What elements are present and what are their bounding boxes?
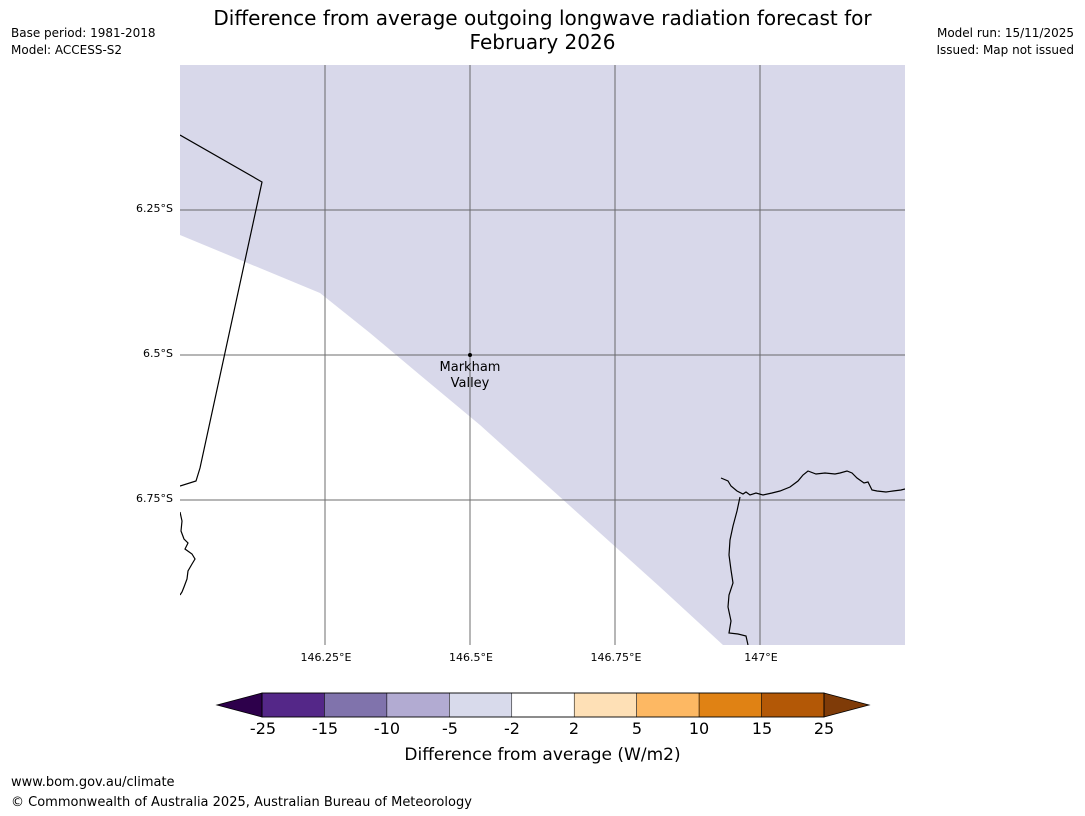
model-run-text: Model run: 15/11/2025 bbox=[936, 26, 1074, 40]
base-period-text: Base period: 1981-2018 bbox=[11, 26, 156, 40]
lat-label-6-5: 6.5°S bbox=[143, 347, 173, 360]
river-line bbox=[727, 496, 749, 645]
colorbar-over-arrow bbox=[823, 692, 871, 718]
lon-label-147: 147°E bbox=[744, 651, 778, 664]
colorbar-under-arrow bbox=[215, 692, 263, 718]
place-label-markham-valley: Markham Valley bbox=[415, 360, 525, 392]
colorbar-bin-4 bbox=[511, 692, 575, 718]
colorbar-bin-2 bbox=[386, 692, 450, 718]
title-line-2: February 2026 bbox=[469, 30, 616, 54]
place-name-line-1: Markham bbox=[439, 360, 501, 375]
colorbar-tick-15: 15 bbox=[751, 719, 773, 738]
colorbar-frame bbox=[261, 692, 825, 718]
colorbar-tick-5: 5 bbox=[631, 719, 643, 738]
coastlines bbox=[180, 134, 905, 645]
lon-label-146-25: 146.25°E bbox=[300, 651, 352, 664]
colorbar-bin-5 bbox=[573, 692, 637, 718]
footer-url: www.bom.gov.au/climate bbox=[11, 775, 175, 790]
issued-text: Issued: Map not issued bbox=[936, 43, 1074, 57]
header-right: Model run: 15/11/2025 Issued: Map not is… bbox=[936, 25, 1074, 59]
colorbar-tick-10: 10 bbox=[688, 719, 710, 738]
lat-label-6-75: 6.75°S bbox=[136, 492, 173, 505]
colorbar-title: Difference from average (W/m2) bbox=[404, 745, 681, 765]
colorbar-tick-minus-2: -2 bbox=[504, 719, 520, 738]
header-left: Base period: 1981-2018 Model: ACCESS-S2 bbox=[11, 25, 156, 59]
colorbar-bin-8 bbox=[761, 692, 825, 718]
place-name-line-2: Valley bbox=[450, 376, 490, 391]
coastline-west bbox=[180, 511, 196, 596]
model-text: Model: ACCESS-S2 bbox=[11, 43, 123, 57]
colorbar-bin-1 bbox=[324, 692, 388, 718]
coastline-east bbox=[720, 470, 905, 496]
footer-copyright: © Commonwealth of Australia 2025, Austra… bbox=[11, 795, 472, 810]
colorbar bbox=[215, 692, 871, 718]
colorbar-tick-minus-25: -25 bbox=[249, 719, 277, 738]
colorbar-bin-0 bbox=[261, 692, 325, 718]
border-line bbox=[180, 134, 263, 487]
colorbar-bin-7 bbox=[698, 692, 762, 718]
map-panel bbox=[180, 65, 905, 645]
graticule bbox=[180, 65, 905, 645]
lon-label-146-5: 146.5°E bbox=[449, 651, 493, 664]
colorbar-tick-minus-15: -15 bbox=[311, 719, 339, 738]
colorbar-bin-6 bbox=[636, 692, 700, 718]
colorbar-tick-2: 2 bbox=[568, 719, 580, 738]
markham-valley-marker bbox=[468, 353, 472, 357]
colorbar-bin-3 bbox=[449, 692, 513, 718]
lat-label-6-25: 6.25°S bbox=[136, 202, 173, 215]
colorbar-tick-25: 25 bbox=[813, 719, 835, 738]
map-title: Difference from average outgoing longwav… bbox=[180, 6, 905, 54]
colorbar-tick-minus-5: -5 bbox=[442, 719, 458, 738]
title-line-1: Difference from average outgoing longwav… bbox=[213, 6, 872, 30]
lon-label-146-75: 146.75°E bbox=[590, 651, 642, 664]
colorbar-tick-minus-10: -10 bbox=[373, 719, 401, 738]
